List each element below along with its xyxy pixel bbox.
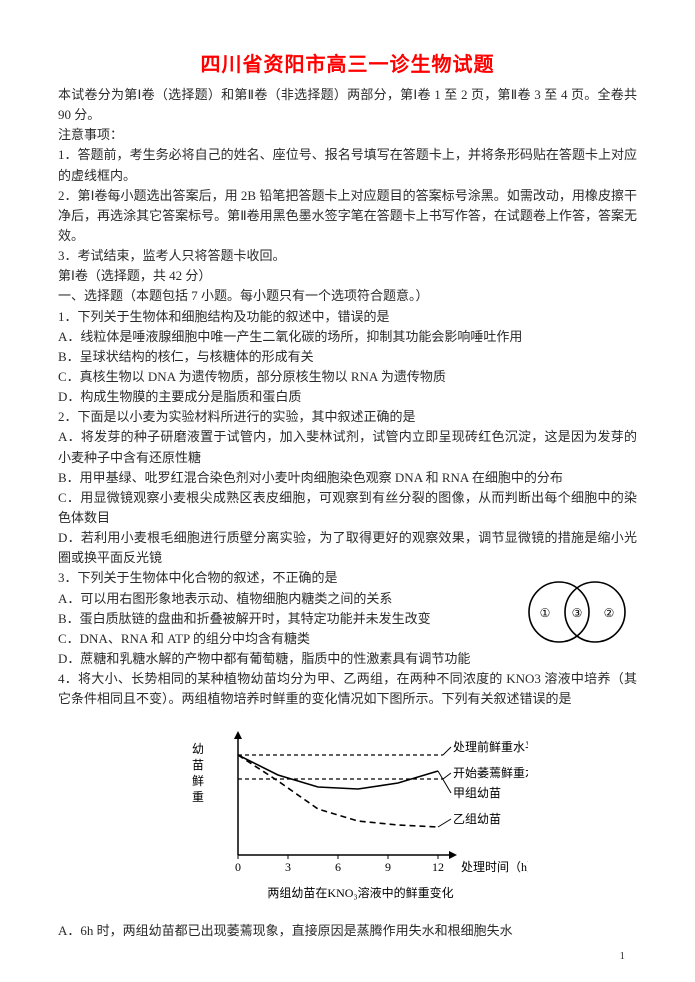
page-title: 四川省资阳市高三一诊生物试题 (58, 48, 637, 77)
intro-line-1: 本试卷分为第Ⅰ卷（选择题）和第Ⅱ卷（非选择题）两部分，第Ⅰ卷 1 至 2 页，第… (58, 85, 637, 125)
svg-text:甲组幼苗: 甲组幼苗 (453, 786, 501, 800)
q3-a: A．可以用右图形象地表示动、植物细胞内糖类之间的关系 (58, 589, 479, 609)
svg-text:鲜: 鲜 (191, 774, 203, 788)
svg-text:12: 12 (432, 860, 444, 874)
intro-line-3: 1．答题前，考生务必将自己的姓名、座位号、报名号填写在答题卡上，并将条形码贴在答… (58, 145, 637, 185)
svg-text:苗: 苗 (191, 758, 203, 772)
q1-c: C．真核生物以 DNA 为遗传物质，部分原核生物以 RNA 为遗传物质 (58, 367, 637, 387)
svg-text:3: 3 (285, 860, 291, 874)
fresh-weight-chart: 幼苗鲜重 0 3 6 9 12 处理时间（h） 处理前鲜重水平开始萎蔫鲜重水平甲组幼苗乙组幼苗… (168, 715, 528, 905)
svg-text:6: 6 (335, 860, 341, 874)
page-number: 1 (620, 950, 626, 962)
svg-text:0: 0 (235, 860, 241, 874)
q3-d: D．蔗糖和乳糖水解的产物中都有葡萄糖，脂质中的性激素具有调节功能 (58, 649, 479, 669)
svg-text:两组幼苗在KNO₃溶液中的鲜重变化: 两组幼苗在KNO₃溶液中的鲜重变化 (267, 885, 453, 900)
svg-text:②: ② (604, 606, 615, 620)
q3-c: C．DNA、RNA 和 ATP 的组分中均含有糖类 (58, 629, 479, 649)
q2-d: D．若利用小麦根毛细胞进行质壁分离实验，为了取得更好的观察效果，调节显微镜的措施… (58, 528, 637, 568)
svg-text:开始萎蔫鲜重水平: 开始萎蔫鲜重水平 (453, 766, 528, 780)
svg-text:9: 9 (385, 860, 391, 874)
intro-line-5: 3．考试结束，监考人只将答题卡收回。 (58, 246, 637, 266)
q1-d: D．构成生物膜的主要成分是脂质和蛋白质 (58, 387, 637, 407)
intro-line-4: 2．第Ⅰ卷每小题选出答案后，用 2B 铅笔把答题卡上对应题目的答案标号涂黑。如需… (58, 186, 637, 246)
svg-text:③: ③ (572, 606, 583, 620)
section-1-sub: 一、选择题（本题包括 7 小题。每小题只有一个选项符合题意。） (58, 286, 637, 306)
q4-a: A．6h 时，两组幼苗都已出现萎蔫现象，直接原因是蒸腾作用失水和根细胞失水 (58, 921, 637, 941)
q1-a: A．线粒体是唾液腺细胞中唯一产生二氧化碳的场所，抑制其功能会影响唾吐作用 (58, 327, 637, 347)
q4-stem: 4．将大小、长势相同的某种植物幼苗均分为甲、乙两组，在两种不同浓度的 KNO3 … (58, 669, 637, 709)
q1-stem: 1．下列关于生物体和细胞结构及功能的叙述中，错误的是 (58, 307, 637, 327)
document-body: 本试卷分为第Ⅰ卷（选择题）和第Ⅱ卷（非选择题）两部分，第Ⅰ卷 1 至 2 页，第… (58, 85, 637, 942)
q2-c: C．用显微镜观察小麦根尖成熟区表皮细胞，可观察到有丝分裂的图像，从而判断出每个细… (58, 488, 637, 528)
q3-b: B．蛋白质肽链的盘曲和折叠被解开时，其特定功能并未发生改变 (58, 609, 479, 629)
svg-text:幼: 幼 (191, 742, 203, 756)
q2-b: B．用甲基绿、吡罗红混合染色剂对小麦叶肉细胞染色观察 DNA 和 RNA 在细胞… (58, 468, 637, 488)
intro-line-2: 注意事项： (58, 125, 637, 145)
svg-text:处理时间（h）: 处理时间（h） (461, 860, 528, 874)
svg-text:①: ① (540, 606, 551, 620)
svg-text:重: 重 (191, 790, 203, 804)
section-1-header: 第Ⅰ卷（选择题，共 42 分） (58, 266, 637, 286)
q2-stem: 2．下面是以小麦为实验材料所进行的实验，其中叙述正确的是 (58, 407, 637, 427)
q3-stem: 3．下列关于生物体中化合物的叙述，不正确的是 (58, 568, 479, 588)
svg-text:乙组幼苗: 乙组幼苗 (453, 812, 501, 826)
q2-a: A．将发芽的种子研磨液置于试管内，加入斐林试剂，试管内立即呈现砖红色沉淀，这是因… (58, 427, 637, 467)
venn-diagram: ① ③ ② (517, 572, 637, 652)
q1-b: B．呈球状结构的核仁，与核糖体的形成有关 (58, 347, 637, 367)
svg-text:处理前鲜重水平: 处理前鲜重水平 (453, 739, 528, 754)
